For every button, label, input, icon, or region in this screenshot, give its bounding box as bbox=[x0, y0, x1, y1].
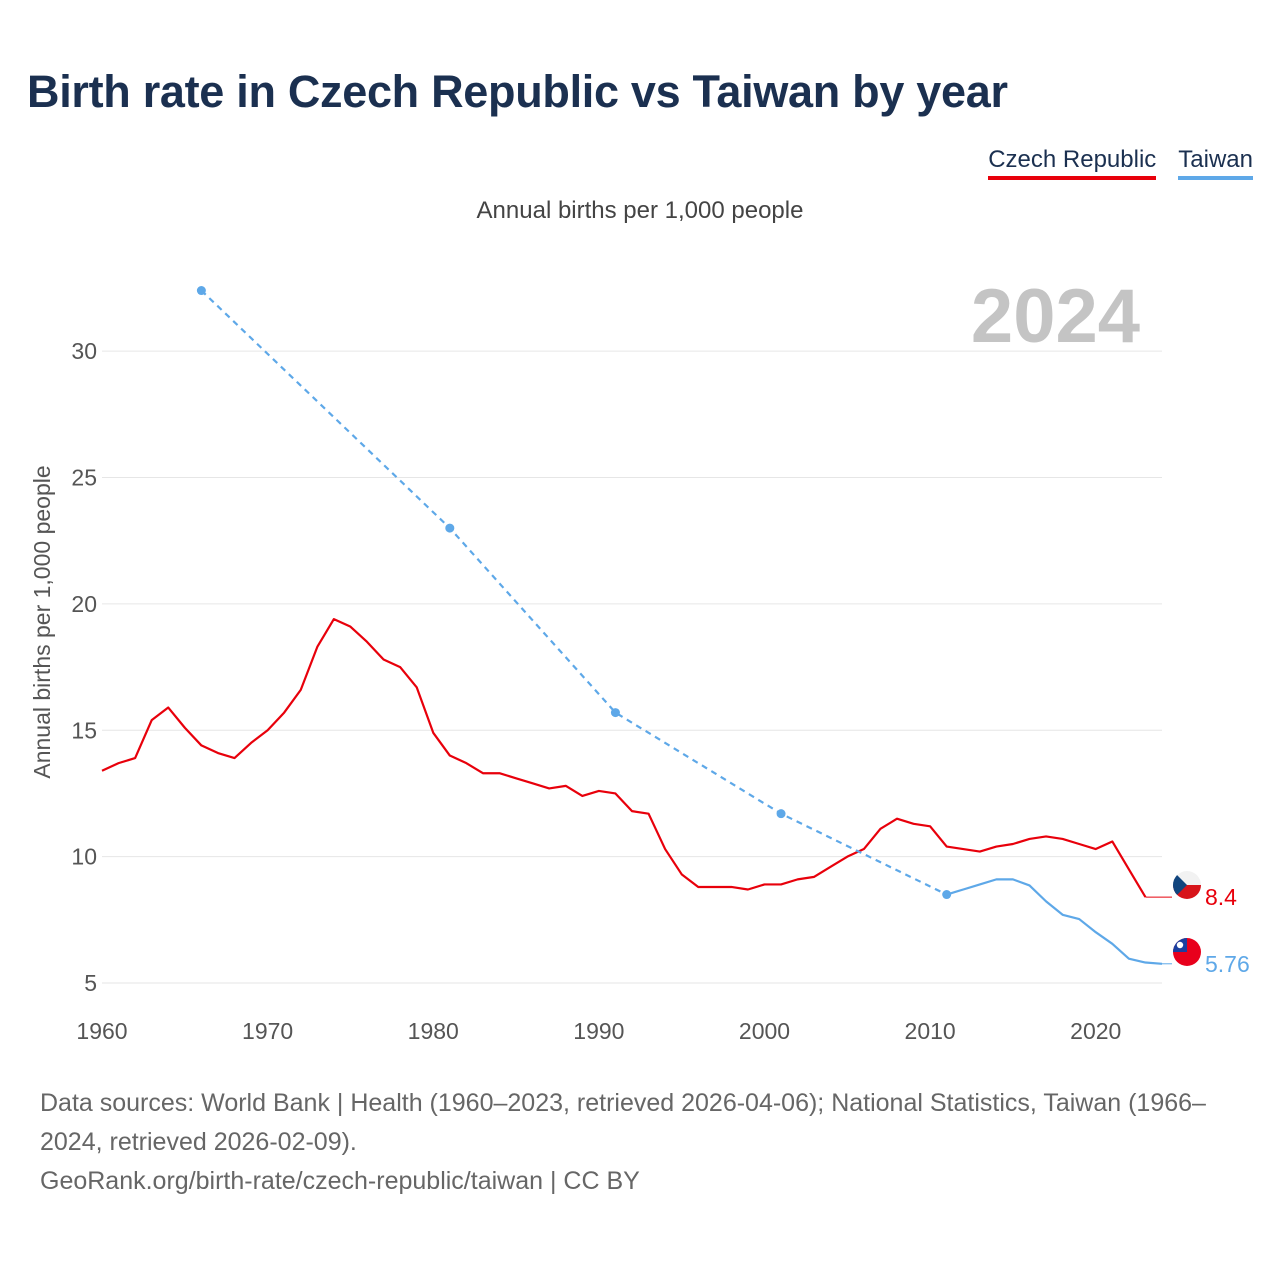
x-tick-label: 2020 bbox=[1070, 1018, 1121, 1044]
taiwan-flag-icon bbox=[1173, 938, 1201, 966]
data-sources: Data sources: World Bank | Health (1960–… bbox=[40, 1089, 1206, 1156]
legend-item-taiwan[interactable]: Taiwan bbox=[1178, 146, 1253, 180]
taiwan-point-1991 bbox=[610, 708, 620, 718]
taiwan-end-value: 5.76 bbox=[1205, 951, 1250, 977]
x-tick-label: 1990 bbox=[573, 1018, 624, 1044]
year-watermark: 2024 bbox=[971, 274, 1140, 359]
y-tick-label: 25 bbox=[71, 465, 97, 491]
chart-subtitle: Annual births per 1,000 people bbox=[476, 197, 804, 224]
czech-republic-end-value: 8.4 bbox=[1205, 884, 1237, 910]
footer: Data sources: World Bank | Health (1960–… bbox=[40, 1084, 1250, 1201]
legend-item-czech-republic[interactable]: Czech Republic bbox=[988, 146, 1157, 180]
czech-republic-line bbox=[101, 617, 1147, 898]
x-tick-label: 2010 bbox=[905, 1018, 956, 1044]
taiwan-line bbox=[946, 878, 1163, 965]
chart-title: Birth rate in Czech Republic vs Taiwan b… bbox=[27, 66, 1008, 117]
taiwan-dashed-line bbox=[200, 289, 948, 896]
y-tick-label: 15 bbox=[71, 717, 97, 743]
czech-flag-icon bbox=[1173, 871, 1201, 899]
y-tick-label: 30 bbox=[71, 338, 97, 364]
y-tick-label: 20 bbox=[71, 591, 97, 617]
source-link[interactable]: GeoRank.org/birth-rate/czech-republic/ta… bbox=[40, 1167, 640, 1195]
x-tick-label: 2000 bbox=[739, 1018, 790, 1044]
x-tick-label: 1980 bbox=[408, 1018, 459, 1044]
legend: Czech Republic Taiwan bbox=[988, 146, 1253, 180]
y-axis-label: Annual births per 1,000 people bbox=[29, 465, 55, 778]
y-tick-label: 10 bbox=[71, 844, 97, 870]
taiwan-point-1966 bbox=[196, 286, 206, 296]
taiwan-point-1981 bbox=[445, 523, 455, 533]
x-tick-label: 1960 bbox=[76, 1018, 127, 1044]
x-tick-label: 1970 bbox=[242, 1018, 293, 1044]
line-chart: 2024 5 10 15 20 25 30 1960 1970 1980 1990 2000 2010… bbox=[29, 274, 1250, 1044]
y-tick-label: 5 bbox=[84, 970, 97, 996]
taiwan-point-2001 bbox=[776, 809, 786, 819]
